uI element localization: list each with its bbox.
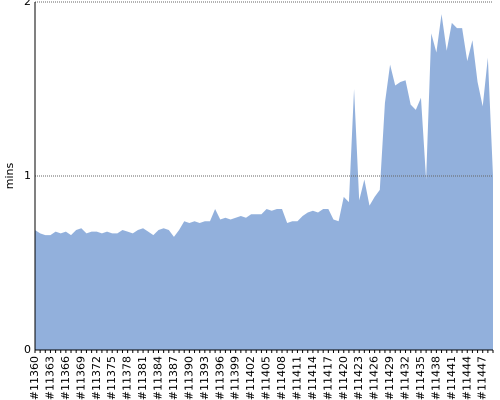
x-tick-label: #11426 xyxy=(368,356,381,400)
x-tick-label: #11378 xyxy=(121,356,134,400)
x-tick-label: #11360 xyxy=(28,356,41,400)
x-tick-label: #11366 xyxy=(59,356,72,400)
x-tick-label: #11429 xyxy=(383,356,396,400)
x-tick-label: #11363 xyxy=(43,356,56,400)
x-tick-label: #11381 xyxy=(136,356,149,400)
x-tick-label: #11387 xyxy=(167,356,180,400)
y-axis-label: mins xyxy=(3,162,16,189)
x-tick-label: #11393 xyxy=(198,356,211,400)
x-tick-label: #11414 xyxy=(306,356,319,400)
x-tick-label: #11390 xyxy=(182,356,195,400)
x-tick-label: #11441 xyxy=(445,356,458,400)
x-tick-label: #11438 xyxy=(429,356,442,400)
x-tick-label: #11372 xyxy=(90,356,103,400)
x-tick-label: #11447 xyxy=(476,356,489,400)
y-tick-label: 0 xyxy=(24,343,31,356)
x-tick-label: #11411 xyxy=(290,356,303,400)
x-tick-label: #11375 xyxy=(105,356,118,400)
x-tick-label: #11444 xyxy=(460,356,473,400)
y-tick-label: 2 xyxy=(24,0,31,8)
x-tick-label: #11384 xyxy=(152,356,165,400)
y-tick-label: 1 xyxy=(24,169,31,182)
x-tick-label: #11417 xyxy=(321,356,334,400)
x-tick-label: #11396 xyxy=(213,356,226,400)
x-tick-label: #11405 xyxy=(260,356,273,400)
x-tick-label: #11435 xyxy=(414,356,427,400)
x-tick-label: #11402 xyxy=(244,356,257,400)
x-tick-label: #11408 xyxy=(275,356,288,400)
x-tick-label: #11399 xyxy=(229,356,242,400)
x-tick-label: #11423 xyxy=(352,356,365,400)
x-tick-label: #11420 xyxy=(337,356,350,400)
area xyxy=(35,14,493,351)
x-tick-label: #11369 xyxy=(74,356,87,400)
x-tick-label: #11432 xyxy=(399,356,412,400)
